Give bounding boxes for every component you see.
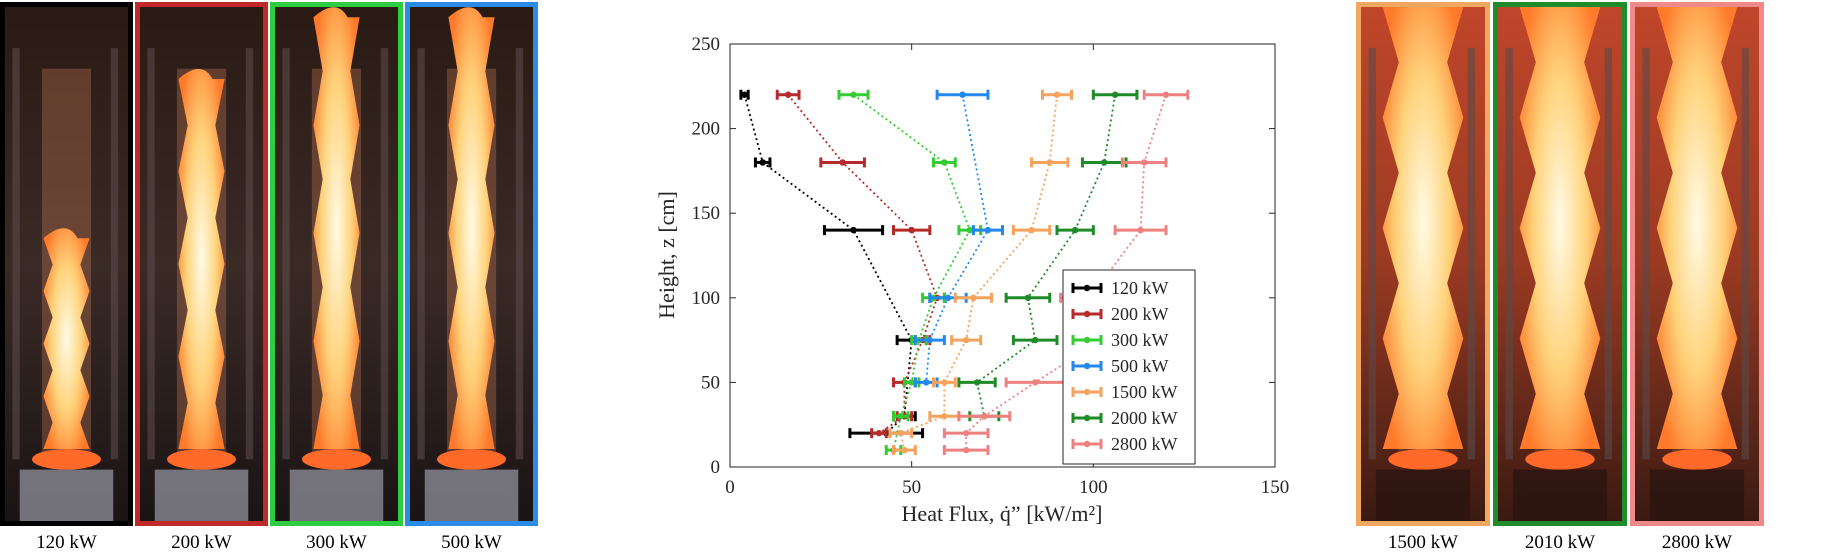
data-point <box>784 91 792 98</box>
series-line <box>852 94 971 451</box>
flame-photo <box>405 2 538 526</box>
data-point <box>901 446 908 454</box>
flame-photo <box>1493 2 1627 526</box>
data-point <box>897 413 904 420</box>
photo-caption: 200 kW <box>171 532 232 553</box>
legend-marker <box>1083 414 1091 422</box>
photo-caption: 120 kW <box>36 532 97 553</box>
flame-photo <box>1356 2 1490 526</box>
data-point <box>941 159 948 166</box>
y-axis-label: Height, z [cm] <box>654 191 679 319</box>
y-tick-label: 200 <box>692 119 721 140</box>
legend-marker <box>1083 440 1091 448</box>
data-point <box>973 379 981 386</box>
data-point <box>941 413 948 420</box>
data-point <box>962 429 970 437</box>
data-point <box>966 226 973 234</box>
axis-ticks: 0 50 100 150 0 50 100 150 200 250 <box>692 34 1290 498</box>
data-point <box>839 159 846 166</box>
data-point <box>908 379 915 386</box>
data-point <box>926 336 934 344</box>
data-point <box>1024 294 1032 301</box>
data-point <box>1111 91 1119 98</box>
legend-marker <box>1083 310 1091 318</box>
photo-caption: 500 kW <box>441 532 502 553</box>
legend-label: 300 kW <box>1111 330 1169 350</box>
data-point <box>962 446 970 454</box>
data-point <box>1162 91 1170 98</box>
flame-photo <box>270 2 403 526</box>
legend-label: 200 kW <box>1111 304 1169 324</box>
data-point <box>959 91 966 98</box>
flame-photo <box>0 2 133 526</box>
photo-caption: 2800 kW <box>1661 532 1733 553</box>
legend-marker <box>1083 284 1091 292</box>
data-point <box>850 226 857 234</box>
x-axis-label: Heat Flux, q̇” [kW/m²] <box>902 501 1103 526</box>
data-point <box>1071 226 1079 234</box>
data-point <box>1141 159 1148 166</box>
photo-caption: 1500 kW <box>1387 532 1459 553</box>
data-point <box>875 429 883 437</box>
flame-photo <box>135 2 268 526</box>
data-point <box>1137 226 1144 234</box>
data-point <box>981 413 988 420</box>
data-point <box>941 379 948 386</box>
data-point <box>897 429 904 437</box>
y-tick-label: 50 <box>701 372 720 393</box>
legend-label: 1500 kW <box>1111 382 1178 402</box>
y-tick-label: 250 <box>692 34 721 55</box>
series-errorbars <box>739 89 1190 456</box>
legend-label: 500 kW <box>1111 356 1169 376</box>
data-point <box>908 226 915 234</box>
data-point <box>984 226 992 234</box>
data-point <box>1032 379 1039 386</box>
data-point <box>1053 91 1061 98</box>
legend-marker <box>1083 388 1091 396</box>
y-tick-label: 100 <box>692 288 721 309</box>
photo-caption: 300 kW <box>306 532 367 553</box>
data-point <box>850 91 857 98</box>
data-point <box>741 91 748 98</box>
y-tick-label: 150 <box>692 203 721 224</box>
legend-label: 2800 kW <box>1111 434 1178 454</box>
data-point <box>1101 159 1108 166</box>
heat-flux-chart: 0 50 100 150 0 50 100 150 200 250 Heat Flux, q̇” … <box>654 34 1290 526</box>
legend-label: 2000 kW <box>1111 408 1178 428</box>
x-tick-label: 100 <box>1079 477 1108 498</box>
data-point <box>1028 226 1035 234</box>
data-point <box>1046 159 1053 166</box>
legend-marker <box>1083 336 1091 344</box>
photo-caption: 2010 kW <box>1524 532 1596 553</box>
legend-marker <box>1083 362 1091 370</box>
y-tick-label: 0 <box>711 457 721 478</box>
data-point <box>1032 336 1039 344</box>
data-point <box>923 379 930 386</box>
x-tick-label: 0 <box>725 477 735 498</box>
flame-photo <box>1630 2 1764 526</box>
x-tick-label: 150 <box>1261 477 1290 498</box>
legend-label: 120 kW <box>1111 278 1169 298</box>
data-point <box>944 294 952 301</box>
data-point <box>759 159 766 166</box>
x-tick-label: 50 <box>902 477 921 498</box>
data-point <box>962 336 970 344</box>
data-point <box>970 294 977 301</box>
series-line <box>743 94 913 434</box>
chart-legend: 120 kW 200 kW 300 kW 500 kW 1500 kW 2000 kW 28… <box>1062 269 1196 465</box>
